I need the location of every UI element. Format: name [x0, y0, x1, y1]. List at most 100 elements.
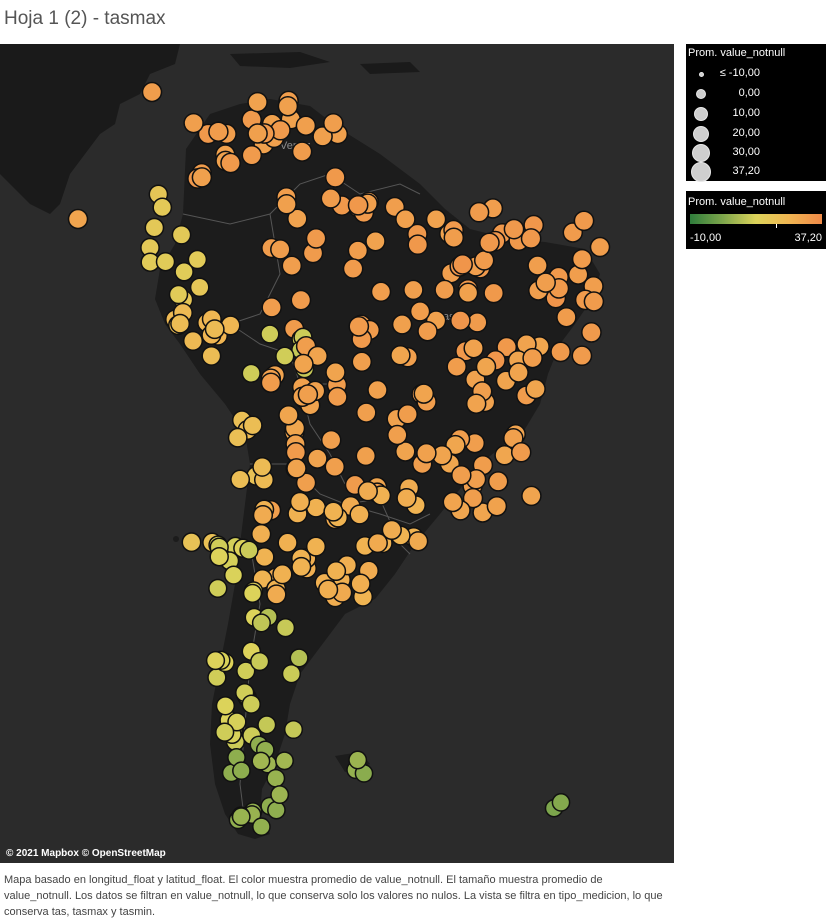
station-point[interactable]: [183, 112, 204, 134]
station-point[interactable]: [223, 565, 244, 585]
station-point[interactable]: [141, 81, 163, 103]
station-point[interactable]: [205, 650, 226, 671]
station-point[interactable]: [403, 279, 424, 301]
station-point[interactable]: [475, 356, 497, 378]
station-point[interactable]: [348, 316, 370, 337]
station-point[interactable]: [291, 141, 313, 162]
station-point[interactable]: [356, 402, 377, 423]
station-point[interactable]: [227, 427, 248, 448]
station-point[interactable]: [357, 481, 378, 502]
map-view[interactable]: Venez Perú Brasil © 2021 Mapbox © OpenSt…: [0, 44, 674, 863]
station-point[interactable]: [242, 415, 263, 436]
station-point[interactable]: [208, 121, 229, 142]
station-point[interactable]: [409, 301, 431, 322]
station-point[interactable]: [266, 584, 287, 605]
station-point[interactable]: [252, 504, 274, 526]
station-point[interactable]: [242, 583, 263, 604]
station-point[interactable]: [241, 694, 261, 714]
station-point[interactable]: [417, 320, 438, 342]
station-point[interactable]: [367, 532, 388, 554]
station-point[interactable]: [349, 504, 370, 525]
station-point[interactable]: [305, 536, 327, 557]
station-point[interactable]: [370, 281, 392, 303]
station-point[interactable]: [320, 188, 342, 209]
station-point[interactable]: [67, 208, 89, 230]
station-point[interactable]: [479, 232, 500, 254]
station-point[interactable]: [510, 442, 532, 463]
station-point[interactable]: [520, 228, 542, 249]
station-point[interactable]: [276, 194, 297, 215]
station-point[interactable]: [416, 442, 437, 464]
station-points[interactable]: [67, 81, 611, 837]
station-point[interactable]: [494, 445, 515, 466]
station-point[interactable]: [465, 393, 487, 414]
station-point[interactable]: [486, 495, 508, 517]
station-point[interactable]: [312, 126, 333, 147]
station-point[interactable]: [239, 540, 259, 560]
station-point[interactable]: [556, 306, 577, 328]
station-point[interactable]: [270, 785, 290, 805]
station-point[interactable]: [220, 152, 241, 174]
station-point[interactable]: [291, 556, 312, 577]
size-legend-item[interactable]: 0,00: [686, 85, 826, 105]
station-point[interactable]: [290, 289, 312, 311]
station-point[interactable]: [267, 800, 286, 820]
station-point[interactable]: [342, 258, 364, 279]
station-point[interactable]: [295, 115, 317, 136]
station-point[interactable]: [451, 464, 472, 486]
station-point[interactable]: [350, 573, 371, 594]
station-point[interactable]: [287, 208, 308, 229]
station-point[interactable]: [181, 532, 202, 553]
station-point[interactable]: [281, 255, 303, 276]
station-point[interactable]: [347, 240, 369, 261]
station-point[interactable]: [208, 578, 228, 599]
station-point[interactable]: [247, 91, 268, 113]
station-point[interactable]: [215, 696, 236, 716]
station-point[interactable]: [355, 445, 377, 467]
station-point[interactable]: [270, 239, 291, 260]
station-point[interactable]: [391, 314, 413, 335]
station-point[interactable]: [261, 297, 282, 318]
station-point[interactable]: [573, 210, 595, 232]
station-point[interactable]: [247, 123, 268, 144]
station-point[interactable]: [468, 201, 490, 223]
station-point[interactable]: [168, 284, 189, 305]
color-legend-gradient[interactable]: [690, 214, 822, 224]
station-point[interactable]: [413, 383, 435, 404]
station-point[interactable]: [295, 472, 317, 494]
station-point[interactable]: [187, 249, 208, 270]
station-point[interactable]: [450, 310, 471, 331]
station-point[interactable]: [283, 719, 304, 740]
station-point[interactable]: [278, 404, 299, 426]
station-point[interactable]: [293, 353, 314, 375]
station-point[interactable]: [252, 817, 271, 837]
station-point[interactable]: [323, 501, 344, 522]
station-point[interactable]: [390, 345, 411, 366]
station-point[interactable]: [365, 230, 386, 252]
station-point[interactable]: [257, 715, 277, 735]
station-point[interactable]: [289, 491, 311, 513]
station-point[interactable]: [232, 761, 251, 781]
station-point[interactable]: [320, 429, 342, 451]
station-point[interactable]: [381, 519, 402, 541]
station-point[interactable]: [442, 491, 464, 513]
station-point[interactable]: [204, 319, 225, 340]
station-point[interactable]: [152, 197, 173, 218]
station-point[interactable]: [325, 362, 346, 383]
map-attribution[interactable]: © 2021 Mapbox © OpenStreetMap: [6, 848, 166, 859]
station-point[interactable]: [209, 546, 229, 567]
station-point[interactable]: [496, 336, 518, 358]
station-point[interactable]: [473, 250, 495, 271]
station-point[interactable]: [367, 379, 388, 401]
station-point[interactable]: [503, 218, 525, 240]
station-point[interactable]: [581, 322, 602, 343]
map-canvas[interactable]: Venez Perú Brasil: [0, 44, 674, 863]
station-point[interactable]: [286, 458, 307, 479]
station-point[interactable]: [326, 560, 347, 582]
station-point[interactable]: [408, 531, 429, 552]
station-point[interactable]: [215, 722, 235, 742]
station-point[interactable]: [182, 330, 204, 351]
station-point[interactable]: [275, 618, 296, 638]
station-point[interactable]: [241, 363, 261, 383]
station-point[interactable]: [395, 441, 416, 462]
